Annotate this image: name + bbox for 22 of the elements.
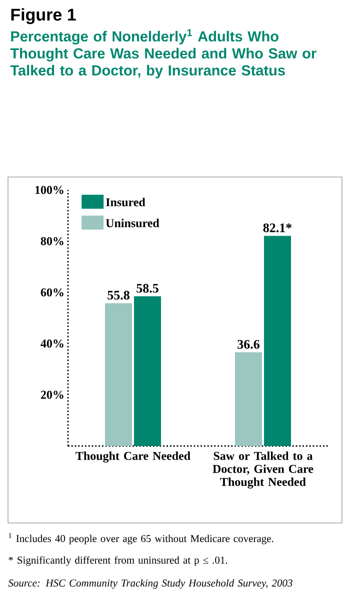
bar <box>234 352 262 446</box>
y-tick-label: 60% <box>40 288 64 296</box>
text: * Significantly different from uninsured at p ≤ .01. <box>8 556 228 566</box>
chart-subtitle: Percentage of Nonelderly$^{1}$ Adults Who Thought Care Was Needed and Who Saw or Talked to a Doctor, by Insurance Status <box>10 29 316 78</box>
data-label: 36.6 <box>238 340 260 349</box>
legend-label: Uninsured <box>106 218 160 228</box>
text: Source: HSC Community Tracking Study Household Survey, 2003 <box>8 579 292 589</box>
data-label: 55.8 <box>108 290 130 300</box>
data-label: 58.5 <box>136 284 158 293</box>
y-tick-label: 40% <box>40 340 64 348</box>
bar <box>264 236 291 446</box>
chart-title: Figure 1 <box>11 8 76 24</box>
text: $^{1}$ Includes 40 people over age 65 without Medicare coverage. <box>8 533 274 544</box>
legend-label: Insured <box>106 198 146 206</box>
bar <box>105 303 132 446</box>
x-tick-label: Saw or Talked to a Doctor, Given Care Thought Needed <box>212 452 314 488</box>
y-tick-label: 80% <box>40 237 64 246</box>
x-tick-label: Thought Care Needed <box>76 452 190 462</box>
data-label: 82.1* <box>263 223 292 232</box>
y-tick-label: 100% <box>35 186 64 194</box>
bar <box>134 296 161 446</box>
y-tick-label: 20% <box>40 390 64 399</box>
